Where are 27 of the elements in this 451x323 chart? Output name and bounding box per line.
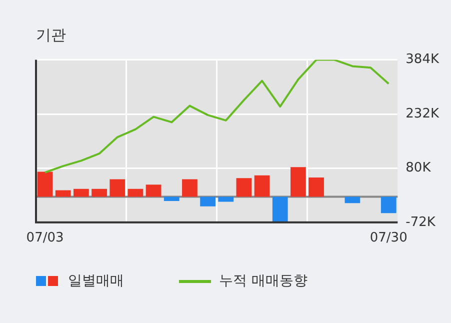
bar (308, 177, 324, 197)
y-tick-label: -72K (406, 214, 436, 230)
x-tick-label: 07/03 (26, 230, 64, 246)
bar (290, 167, 306, 197)
y-tick-label: 232K (406, 106, 440, 122)
x-tick-label: 07/30 (370, 230, 408, 246)
legend-label: 일별매매 (68, 272, 124, 290)
bar (146, 184, 162, 197)
chart-title: 기관 (36, 26, 66, 45)
bar (236, 178, 252, 197)
bar (182, 179, 198, 197)
bar (37, 172, 53, 197)
bar (344, 196, 360, 204)
bar (92, 188, 107, 197)
bar (200, 196, 216, 206)
bar (254, 175, 270, 197)
legend-label: 누적 매매동향 (219, 272, 308, 290)
y-tick-label: 80K (406, 160, 432, 176)
bar (164, 196, 180, 202)
bar (380, 196, 396, 214)
bar (128, 188, 144, 197)
bar (218, 196, 234, 202)
bar (272, 196, 288, 222)
bar (110, 179, 126, 197)
y-tick-label: 384K (406, 52, 440, 68)
bar (55, 190, 71, 197)
bar (74, 188, 89, 197)
